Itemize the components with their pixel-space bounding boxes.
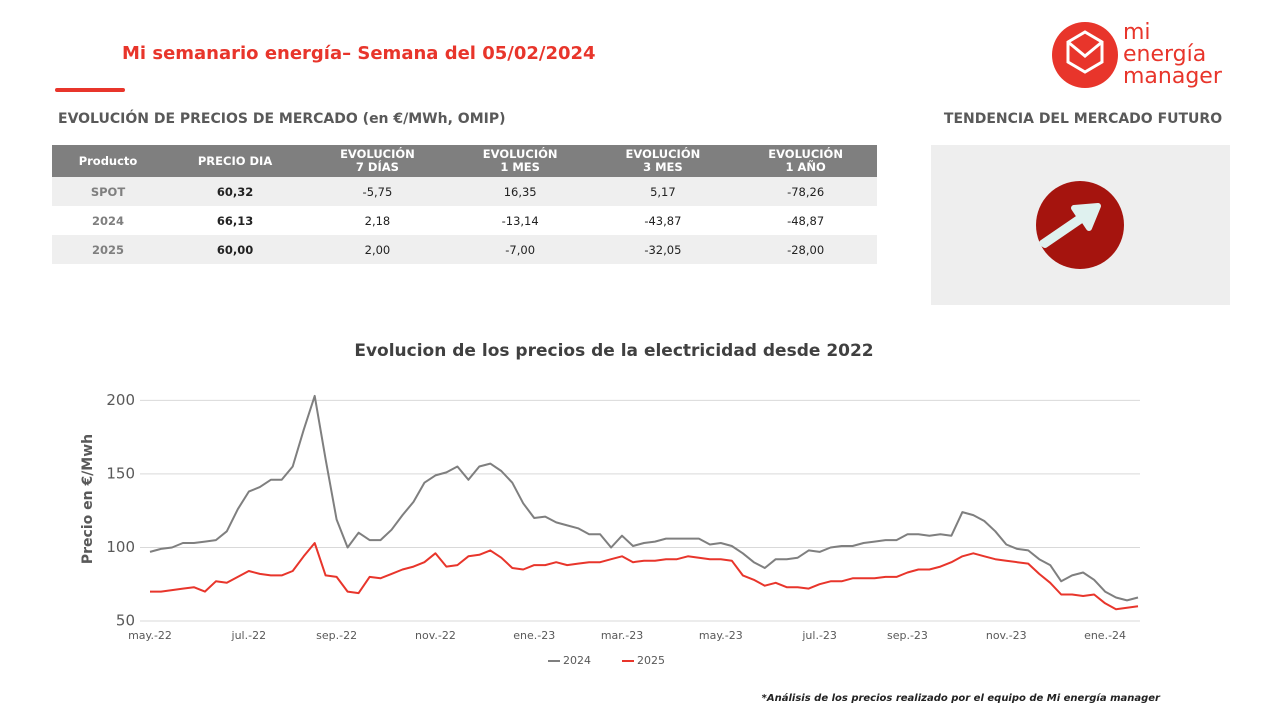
table-title: EVOLUCIÓN DE PRECIOS DE MERCADO (en €/MW… xyxy=(58,109,506,127)
header-line: EVOLUCIÓN xyxy=(768,147,843,161)
trend-circle xyxy=(1036,181,1124,269)
table-cell: 2,00 xyxy=(306,235,449,264)
table-cell: 2024 xyxy=(92,213,125,228)
x-tick-label: may.-22 xyxy=(128,629,172,642)
table-row: 2024 66,13 2,18 -13,14 -43,87 -48,87 xyxy=(52,206,877,235)
y-tick-label: 150 xyxy=(106,464,135,482)
data-line xyxy=(150,542,1139,611)
table-cell: 66,13 xyxy=(216,213,254,228)
table-cell: 60,00 xyxy=(164,235,307,264)
trend-arrow xyxy=(1039,203,1101,248)
trend-title: TENDENCIA DEL MERCADO FUTURO xyxy=(944,111,1222,127)
x-tick-label: mar.-23 xyxy=(601,629,643,642)
data-line xyxy=(149,394,1139,602)
column-header: EVOLUCIÓN 1 MES xyxy=(448,145,592,177)
column-header: PRECIO DIA xyxy=(164,145,307,177)
legend-label: 2024 xyxy=(563,654,591,667)
table-row: 2025 60,00 2,00 -7,00 -32,05 -28,00 xyxy=(52,235,877,264)
header-line: 3 MES xyxy=(643,160,683,174)
x-tick-label: may.-23 xyxy=(699,629,743,642)
table-cell: -13,14 xyxy=(501,213,539,228)
table-cell: SPOT xyxy=(52,177,165,206)
table-cell: 5,17 xyxy=(591,177,735,206)
column-header: EVOLUCIÓN 3 MES xyxy=(591,145,735,177)
y-axis-label: Precio en €/Mwh xyxy=(80,434,96,564)
column-header: EVOLUCIÓN 7 DÍAS xyxy=(306,145,449,177)
table-cell: -28,00 xyxy=(734,235,877,264)
table-cell: -78,26 xyxy=(734,177,877,206)
title-underline xyxy=(55,88,125,92)
table-cell: -48,87 xyxy=(787,213,825,228)
header-line: 1 MES xyxy=(500,160,540,174)
x-tick-label: sep.-23 xyxy=(887,629,928,642)
logo-text: manager xyxy=(1123,64,1223,89)
table-cell: -43,87 xyxy=(644,213,682,228)
header-line: EVOLUCIÓN xyxy=(625,147,701,161)
x-tick-label: ene.-23 xyxy=(513,629,555,642)
logo-glyph xyxy=(1066,30,1104,74)
header-line: 7 DÍAS xyxy=(355,160,399,174)
header-line: Producto xyxy=(78,153,138,168)
header-line: EVOLUCIÓN xyxy=(340,147,415,161)
table-header: Producto PRECIO DIA EVOLUCIÓN 7 DÍAS EVOLUCI… xyxy=(52,145,877,177)
header-line: EVOLUCIÓN xyxy=(482,147,558,161)
table-cell: -32,05 xyxy=(591,235,735,264)
y-tick-label: 50 xyxy=(116,612,135,630)
x-tick-label: ene.-24 xyxy=(1084,629,1126,642)
header-line: PRECIO DIA xyxy=(197,153,273,168)
table-cell: 16,35 xyxy=(448,177,592,206)
x-tick-label: jul.-23 xyxy=(801,629,837,642)
price-table: Producto PRECIO DIA EVOLUCIÓN 7 DÍAS EVOLUCI… xyxy=(52,145,877,264)
column-header: Producto xyxy=(52,145,165,177)
table-cell: 60,32 xyxy=(164,177,307,206)
y-tick-label: 100 xyxy=(106,538,135,556)
y-tick-label: 200 xyxy=(106,391,135,409)
legend-label: 2025 xyxy=(637,654,665,667)
x-tick-label: nov.-23 xyxy=(986,629,1027,642)
x-tick-label: nov.-22 xyxy=(415,629,456,642)
table-cell: -7,00 xyxy=(448,235,592,264)
footnote: *Análisis de los precios realizado por e… xyxy=(762,692,1161,704)
page-title: Mi semanario energía– Semana del 05/02/2… xyxy=(122,43,596,64)
logo-text: mi xyxy=(1123,20,1151,45)
x-tick-label: jul.-22 xyxy=(231,629,267,642)
logo-text: energía xyxy=(1123,42,1206,67)
x-tick-label: sep.-22 xyxy=(316,629,357,642)
column-header: EVOLUCIÓN 1 AÑO xyxy=(734,145,877,177)
table-cell: 2,18 xyxy=(364,213,391,228)
header-line: 1 AÑO xyxy=(785,160,826,174)
table-cell: -5,75 xyxy=(306,177,449,206)
table-row: SPOT 60,32 -5,75 16,35 5,17 -78,26 xyxy=(52,177,877,206)
table-cell: 2025 xyxy=(52,235,165,264)
chart-title: Evolucion de los precios de la electrici… xyxy=(354,341,873,361)
